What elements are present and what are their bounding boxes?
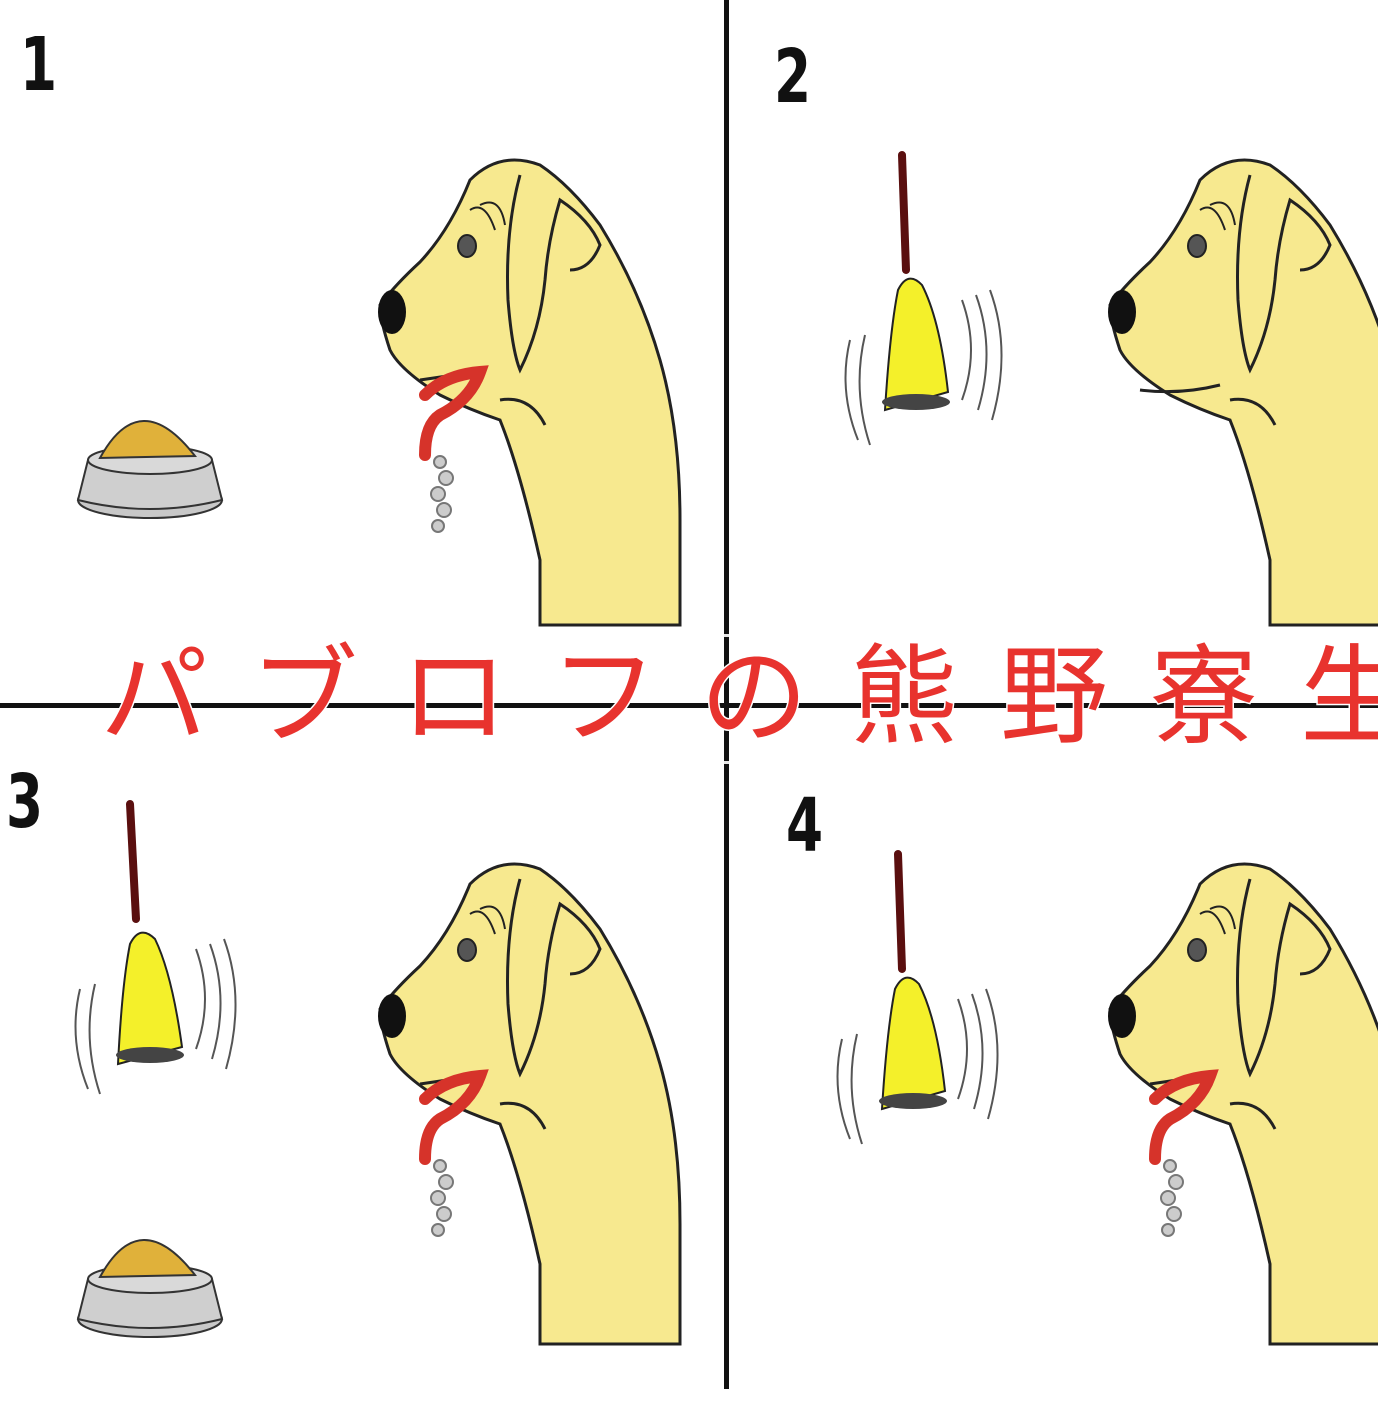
drool	[430, 1159, 454, 1237]
panel-1: 1	[0, 0, 688, 694]
panel-number: 4	[786, 783, 824, 869]
drool	[1160, 1159, 1184, 1237]
dog	[1108, 862, 1378, 1346]
panel-4-illustration	[836, 850, 1378, 1346]
bell	[836, 850, 999, 1145]
dog	[378, 158, 682, 627]
panel-number: 1	[20, 22, 58, 108]
title-banner: パブロフの熊野寮生	[88, 634, 1378, 764]
panel-2-illustration	[844, 151, 1378, 627]
food-bowl	[76, 1239, 224, 1338]
horizontal-divider	[0, 703, 1378, 708]
page-title: パブロフの熊野寮生	[98, 634, 1378, 761]
title-box	[88, 634, 1314, 764]
panel-3-illustration	[74, 800, 682, 1346]
panel-3: 3	[0, 709, 688, 1403]
drool	[430, 455, 454, 533]
panel-number: 3	[6, 759, 44, 845]
dog	[378, 862, 682, 1346]
panel-number: 2	[774, 34, 812, 120]
bell	[74, 800, 237, 1095]
food-bowl	[76, 420, 224, 519]
panel-4: 4	[730, 709, 1378, 1403]
panel-2: 2	[730, 0, 1378, 694]
bell	[844, 151, 1003, 446]
dog	[1108, 158, 1378, 627]
vertical-divider	[724, 0, 729, 1389]
panel-1-illustration	[76, 158, 682, 627]
